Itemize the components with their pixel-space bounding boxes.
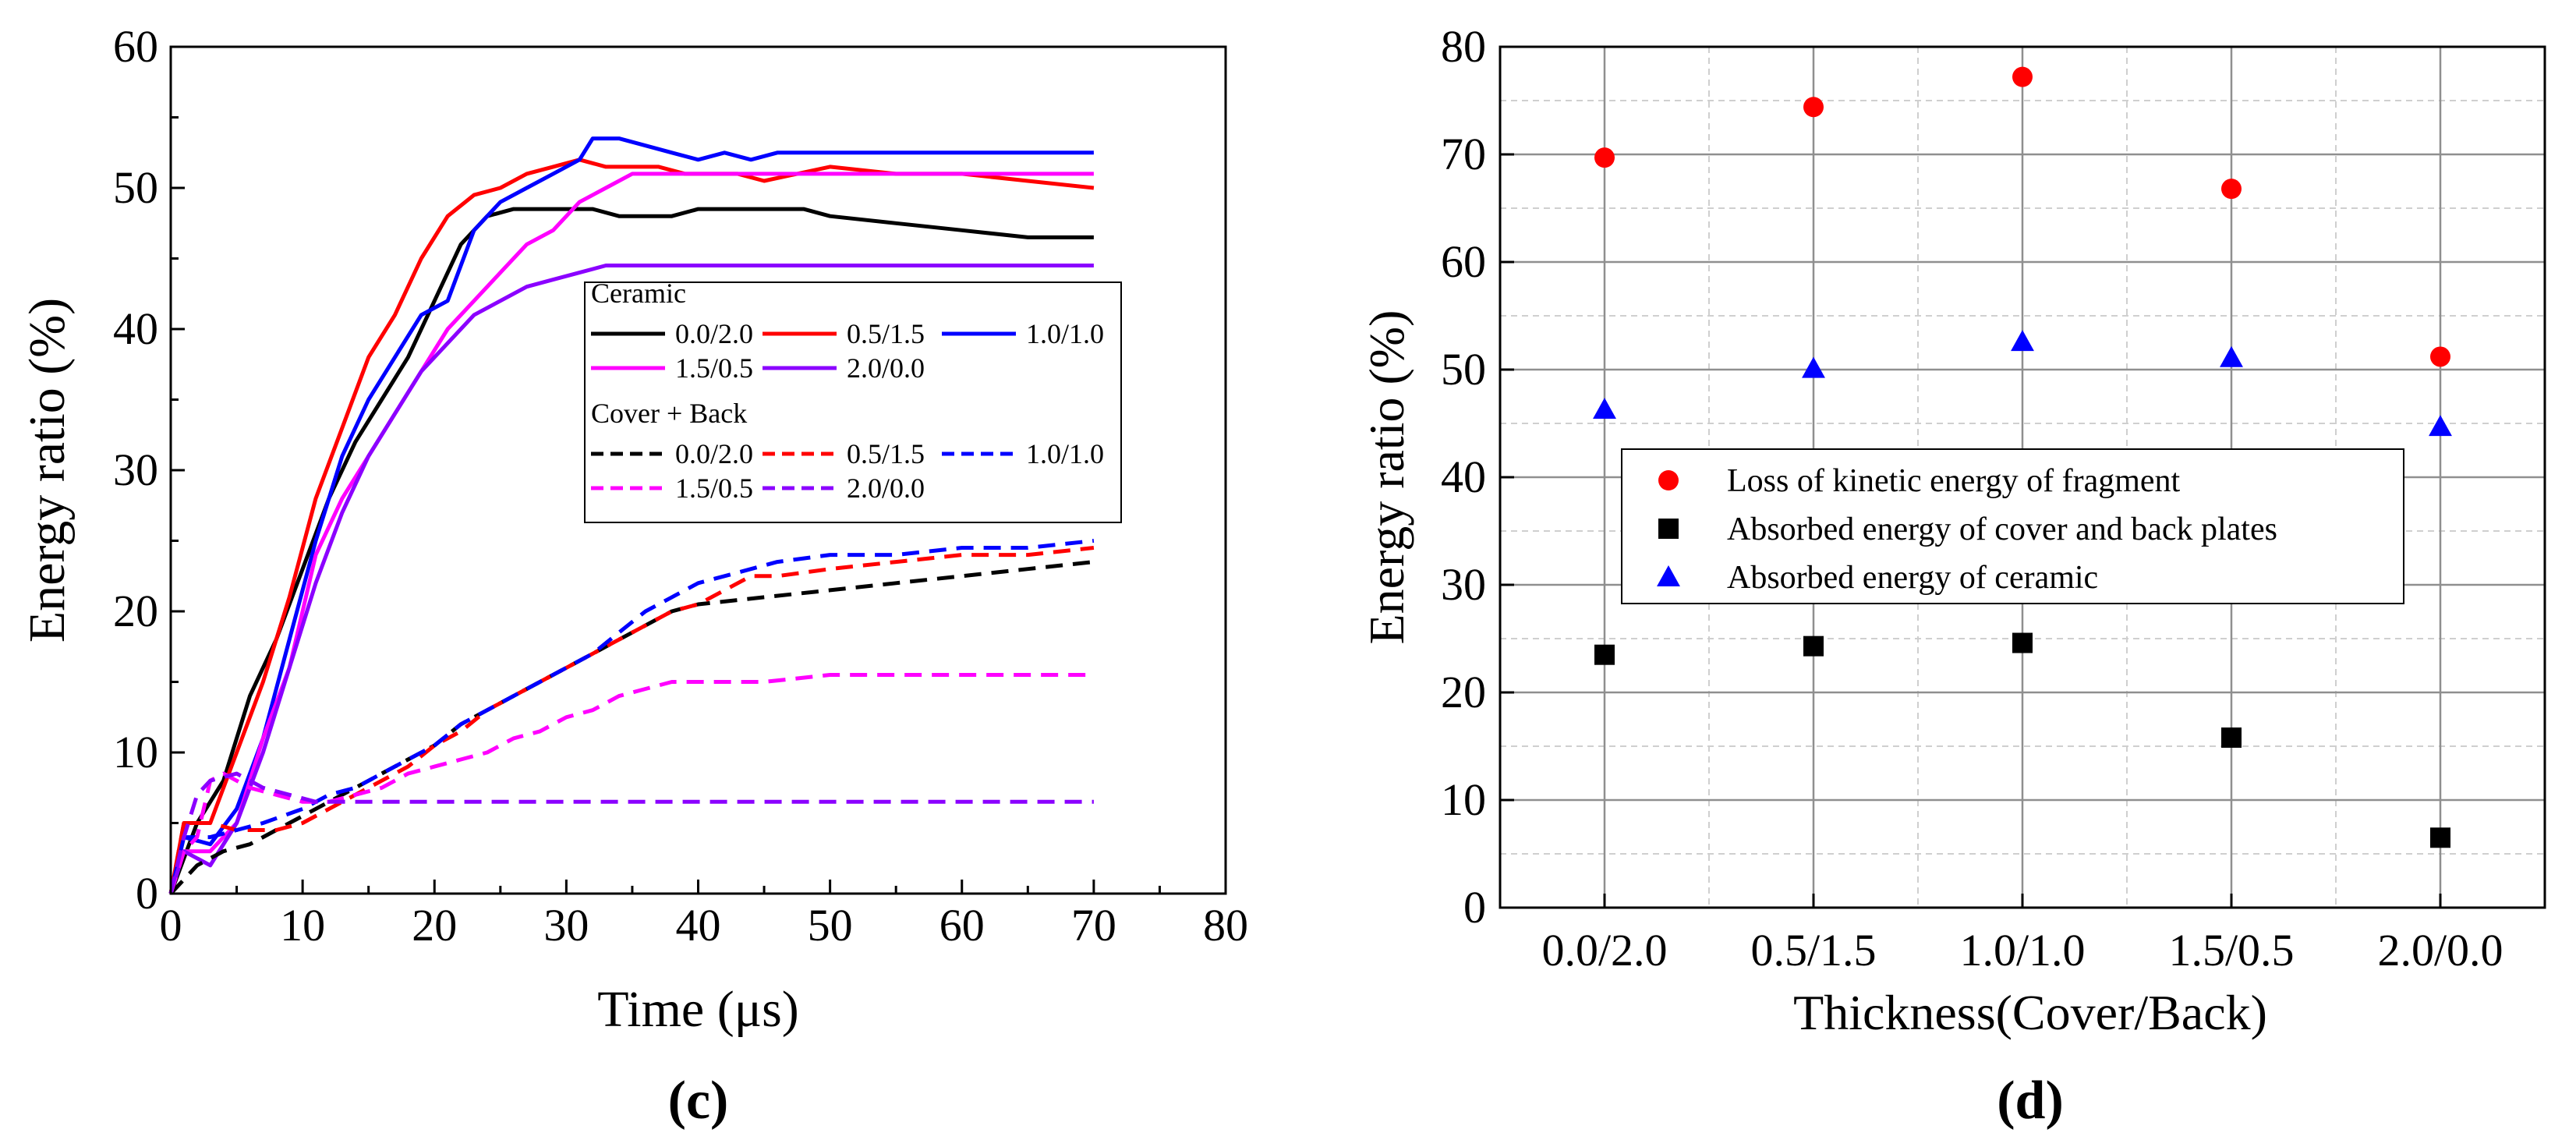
x-tick-label: 1.0/1.0 bbox=[1959, 925, 2085, 975]
legend-group-title: Ceramic bbox=[591, 278, 686, 309]
legend-label: 1.0/1.0 bbox=[1026, 318, 1104, 349]
x-tick-label: 0 bbox=[160, 900, 182, 951]
y-tick-label: 30 bbox=[113, 444, 158, 495]
x-tick-label: 20 bbox=[412, 900, 457, 951]
data-point-circle bbox=[2221, 179, 2242, 200]
x-tick-label: 50 bbox=[808, 900, 853, 951]
y-tick-label: 60 bbox=[1441, 236, 1486, 287]
x-axis-title: Time (μs) bbox=[597, 981, 799, 1038]
legend-label: Absorbed energy of ceramic bbox=[1727, 560, 2098, 596]
legend-label: 0.0/2.0 bbox=[675, 318, 753, 349]
series-line-ceramic-0.5-1.5 bbox=[168, 158, 1095, 894]
y-tick-label: 20 bbox=[1441, 667, 1486, 717]
legend-label: 1.5/0.5 bbox=[675, 473, 753, 504]
data-point-triangle bbox=[1593, 398, 1616, 420]
x-tick-label: 70 bbox=[1071, 900, 1116, 951]
legend-marker bbox=[1657, 565, 1680, 586]
series-line-cover-back-1.0-1.0 bbox=[168, 539, 1095, 894]
series-line-ceramic-2.0-0.0 bbox=[168, 264, 1094, 894]
legend-label: 2.0/0.0 bbox=[847, 352, 925, 384]
series-line-cover-back-1.5-0.5 bbox=[168, 673, 1094, 894]
data-point-circle bbox=[2012, 66, 2033, 87]
series-line-ceramic-1.5-0.5 bbox=[168, 172, 1094, 894]
legend-marker bbox=[1658, 470, 1679, 490]
series-line-ceramic-1.0-1.0 bbox=[168, 136, 1094, 894]
y-tick-label: 20 bbox=[113, 586, 158, 636]
panel-label: (d) bbox=[1997, 1071, 2064, 1131]
data-point-triangle bbox=[1802, 356, 1825, 378]
y-tick-label: 0 bbox=[136, 868, 158, 919]
legend-label: 0.5/1.5 bbox=[847, 438, 925, 469]
x-tick-label: 10 bbox=[280, 900, 325, 951]
chart-panel-c: 0 10 20 30 40 50 60 70 80 0 10 20 30 40 50 60 Time (μs) E… bbox=[19, 21, 1248, 1131]
x-tick-label: 40 bbox=[676, 900, 721, 951]
legend-label: 0.0/2.0 bbox=[675, 438, 753, 469]
y-tick-label: 70 bbox=[1441, 129, 1486, 179]
legend-label: 1.0/1.0 bbox=[1026, 438, 1104, 469]
legend-label: 0.5/1.5 bbox=[847, 318, 925, 349]
legend-label: 2.0/0.0 bbox=[847, 473, 925, 504]
y-tick-label: 50 bbox=[1441, 344, 1486, 395]
data-point-triangle bbox=[2429, 415, 2452, 437]
data-point-square bbox=[2221, 727, 2242, 748]
y-tick-label: 50 bbox=[113, 162, 158, 213]
data-point-triangle bbox=[2011, 330, 2034, 352]
data-point-square bbox=[1803, 635, 1824, 657]
y-axis-title: Energy ratio (%) bbox=[1359, 310, 1414, 645]
series-line-ceramic-0.0-2.0 bbox=[168, 207, 1094, 894]
x-axis-title: Thickness(Cover/Back) bbox=[1793, 985, 2267, 1040]
legend: Ceramic 0.0/2.0 0.5/1.5 1.0/1.0 1.5/0.5 2.0/0… bbox=[584, 278, 1122, 523]
legend-label: Absorbed energy of cover and back plates bbox=[1727, 512, 2277, 547]
y-tick-label: 10 bbox=[1441, 774, 1486, 825]
legend-label: 1.5/0.5 bbox=[675, 352, 753, 384]
data-point-circle bbox=[2430, 346, 2450, 367]
chart-panel-d: 0 10 20 30 40 50 60 70 80 0.0/2.0 0.5/1.5 1.0/1.0 1.… bbox=[1359, 21, 2546, 1131]
x-tick-label: 60 bbox=[939, 900, 985, 951]
data-point-square bbox=[1594, 644, 1615, 665]
series-line-cover-back-0.0-2.0 bbox=[169, 560, 1095, 895]
y-tick-label: 40 bbox=[1441, 451, 1486, 502]
legend: Loss of kinetic energy of fragment Absorb… bbox=[1621, 448, 2404, 604]
x-tick-label: 2.0/0.0 bbox=[2377, 925, 2503, 975]
data-point-square bbox=[2012, 632, 2033, 653]
data-point-triangle bbox=[2220, 345, 2243, 367]
legend-group-title: Cover + Back bbox=[591, 398, 747, 429]
y-tick-label: 10 bbox=[113, 727, 158, 777]
legend-marker bbox=[1658, 519, 1679, 539]
x-tick-label: 0.5/1.5 bbox=[1750, 925, 1876, 975]
data-point-square bbox=[2430, 827, 2450, 848]
y-tick-label: 0 bbox=[1463, 882, 1486, 933]
legend-box bbox=[1621, 448, 2404, 604]
y-tick-label: 60 bbox=[113, 21, 158, 72]
legend-box bbox=[584, 281, 1122, 523]
x-tick-label: 80 bbox=[1203, 900, 1248, 951]
y-axis-title: Energy ratio (%) bbox=[19, 298, 76, 643]
x-tick-label: 0.0/2.0 bbox=[1541, 925, 1667, 975]
x-tick-label: 30 bbox=[543, 900, 589, 951]
legend-label: Loss of kinetic energy of fragment bbox=[1727, 463, 2181, 499]
y-tick-label: 40 bbox=[113, 303, 158, 354]
y-tick-label: 80 bbox=[1441, 21, 1486, 72]
y-tick-label: 30 bbox=[1441, 559, 1486, 610]
data-point-circle bbox=[1594, 147, 1615, 168]
panel-label: (c) bbox=[668, 1071, 729, 1131]
data-point-circle bbox=[1803, 97, 1824, 118]
series-line-cover-back-2.0-0.0 bbox=[168, 771, 1094, 894]
x-tick-label: 1.5/0.5 bbox=[2168, 925, 2294, 975]
